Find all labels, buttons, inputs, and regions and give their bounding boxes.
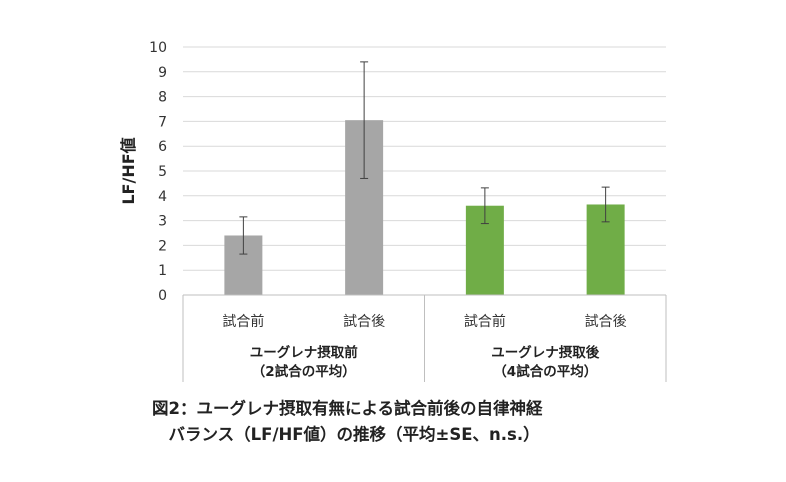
x-category-label: 試合後 bbox=[585, 314, 627, 330]
y-axis-label: LF/HF値 bbox=[119, 137, 138, 204]
y-tick-label: 6 bbox=[158, 139, 167, 155]
y-tick-label: 3 bbox=[158, 214, 167, 230]
caption-line-1: 図2：ユーグレナ摂取有無による試合前後の自律神経 bbox=[152, 399, 543, 418]
figure-caption: 図2：ユーグレナ摂取有無による試合前後の自律神経 バランス（LF/HF値）の推移… bbox=[152, 396, 543, 448]
y-tick-label: 2 bbox=[158, 238, 167, 254]
y-tick-label: 5 bbox=[158, 164, 167, 180]
y-tick-label: 8 bbox=[158, 90, 167, 106]
caption-line-2: バランス（LF/HF値）の推移（平均±SE、n.s.） bbox=[152, 425, 540, 444]
y-tick-label: 4 bbox=[158, 189, 167, 205]
y-tick-label: 0 bbox=[158, 288, 167, 304]
group-label-line1: ユーグレナ摂取前 bbox=[250, 344, 358, 361]
y-tick-label: 7 bbox=[158, 114, 167, 130]
x-category-label: 試合後 bbox=[343, 314, 385, 330]
x-category-label: 試合前 bbox=[464, 313, 506, 330]
y-tick-label: 9 bbox=[158, 65, 167, 81]
group-label-line2: （4試合の平均） bbox=[493, 363, 597, 380]
x-category-label: 試合前 bbox=[222, 313, 264, 330]
group-label-line1: ユーグレナ摂取後 bbox=[491, 344, 599, 361]
y-tick-label: 1 bbox=[158, 263, 167, 279]
group-label-line2: （2試合の平均） bbox=[252, 363, 356, 380]
y-tick-label: 10 bbox=[149, 40, 167, 56]
